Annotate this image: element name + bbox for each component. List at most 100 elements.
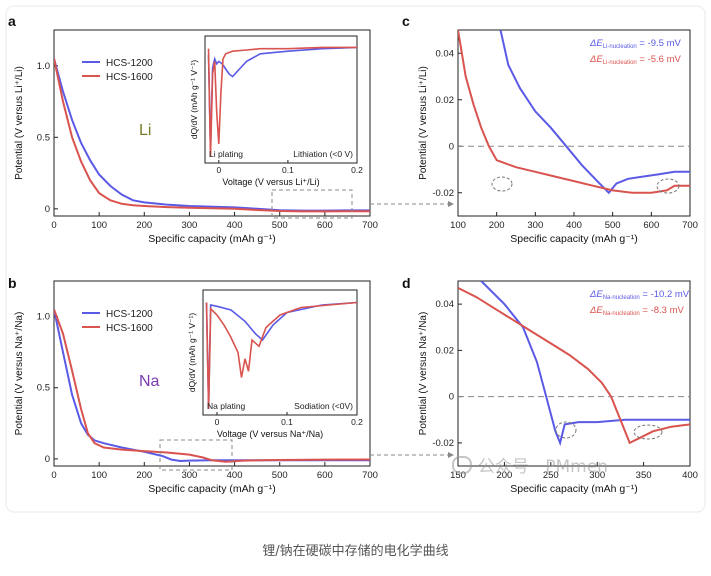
- inset-series-hcs-1600: [207, 46, 357, 157]
- series-line-hcs-1600: [458, 287, 690, 445]
- x-tick-label: 600: [317, 470, 333, 481]
- panel-c: c 100 200 300 400 500 600 700 0.04 0.02 0 -0.02 Spec…: [402, 13, 698, 245]
- annotation-value: = -5.6 mV: [637, 54, 682, 65]
- inset-series-hcs-1600: [205, 301, 358, 409]
- annotation-value: = -9.5 mV: [637, 38, 682, 49]
- x-tick-label: 300: [589, 470, 605, 481]
- inset-note-left: Na plating: [207, 401, 246, 411]
- x-tick-label: 300: [181, 470, 197, 481]
- y-axis-label: Potential (V versus Li⁺/Li): [418, 66, 429, 180]
- x-tick-label: 700: [362, 470, 378, 481]
- series-line-hcs-1600: [54, 309, 370, 463]
- y-tick-label: -0.02: [432, 188, 454, 199]
- x-tick-label: 300: [181, 220, 197, 231]
- x-tick-label: 350: [636, 470, 652, 481]
- zoom-arrowhead-a: [448, 201, 454, 207]
- inset-y-label: dQ/dV (mAh g⁻¹ V⁻¹): [187, 313, 197, 393]
- annotation-subscript: Li-nucleation: [603, 44, 637, 50]
- inset-x-tick-label: 0: [215, 417, 220, 427]
- y-tick-label: 0.5: [37, 132, 50, 143]
- nucleation-marker-blue: [555, 421, 577, 439]
- panel-d: d 150 200 250 300 350 400 0.04 0.02 0 -0.02 Specifi…: [402, 275, 698, 495]
- x-tick-label: 0: [51, 220, 56, 231]
- panel-letter: a: [8, 13, 16, 29]
- legend-label: HCS-1200: [106, 309, 153, 320]
- x-tick-label: 700: [682, 220, 698, 231]
- figure: a 0 100 200 300 400 500 600 700 0 0.5 1.0 Specific c…: [5, 5, 706, 513]
- x-tick-label: 400: [227, 470, 243, 481]
- x-tick-label: 200: [489, 220, 505, 231]
- annotation: ΔENa-nucleation = -10.2 mV: [589, 289, 690, 301]
- annotation-symbol: ΔE: [589, 305, 603, 316]
- y-tick-label: 1.0: [37, 312, 50, 323]
- y-tick-label: 0.04: [436, 299, 455, 310]
- inset-note-right: Sodiation (<0V): [294, 401, 353, 411]
- x-tick-label: 500: [272, 470, 288, 481]
- series-line-hcs-1600: [458, 30, 690, 194]
- x-axis-label: Specific capacity (mAh g⁻¹): [510, 233, 638, 245]
- inset-y-label: dQ/dV (mAh g⁻¹ V⁻¹): [189, 60, 199, 140]
- x-tick-label: 100: [91, 220, 107, 231]
- zoom-box-b: [159, 439, 233, 471]
- inset-frame: [202, 289, 358, 416]
- y-tick-label: 1.0: [37, 61, 50, 72]
- x-tick-label: 100: [91, 470, 107, 481]
- legend-label: HCS-1200: [106, 58, 153, 69]
- x-axis-label: Specific capacity (mAh g⁻¹): [510, 483, 638, 495]
- panel-letter: b: [8, 275, 17, 291]
- annotation-value: = -10.2 mV: [640, 289, 690, 300]
- axes-frame: [457, 280, 691, 467]
- inset-x-label: Voltage (V versus Na⁺/Na): [217, 429, 323, 439]
- x-tick-label: 400: [682, 470, 698, 481]
- inset-note-right: Lithiation (<0 V): [293, 149, 353, 159]
- zoom-arrowhead-b: [448, 452, 454, 458]
- y-tick-label: 0.5: [37, 383, 50, 394]
- x-tick-label: 250: [543, 470, 559, 481]
- x-axis-label: Specific capacity (mAh g⁻¹): [148, 233, 276, 245]
- inset-frame: [204, 35, 358, 164]
- nucleation-marker-red: [633, 424, 663, 440]
- x-tick-label: 300: [527, 220, 543, 231]
- x-tick-label: 200: [136, 220, 152, 231]
- x-tick-label: 200: [496, 470, 512, 481]
- inset: 0 0.1 0.2 Li plating Lithiation (<0 V) Voltag…: [189, 35, 363, 187]
- annotation-value: = -8.3 mV: [640, 305, 685, 316]
- y-tick-label: 0.04: [436, 48, 455, 59]
- inset-x-tick-label: 0.2: [351, 165, 363, 175]
- figure-frame: [5, 5, 706, 513]
- x-tick-label: 600: [317, 220, 333, 231]
- x-tick-label: 400: [566, 220, 582, 231]
- axes-frame: [53, 29, 371, 217]
- legend-label: HCS-1600: [106, 323, 153, 334]
- x-tick-label: 200: [136, 470, 152, 481]
- x-tick-label: 400: [227, 220, 243, 231]
- inset-x-tick-label: 0.1: [282, 165, 294, 175]
- annotation-subscript: Na-nucleation: [603, 295, 640, 301]
- panel-a: a 0 100 200 300 400 500 600 700 0 0.5 1.0 Specific c…: [8, 13, 378, 245]
- wechat-icon: [452, 456, 472, 474]
- y-axis-label: Potential (V versus Na⁺/Na): [418, 312, 429, 436]
- x-tick-label: 700: [362, 220, 378, 231]
- y-tick-label: 0.02: [436, 95, 455, 106]
- inset-x-label: Voltage (V versus Li⁺/Li): [222, 177, 319, 187]
- inset-note-left: Li plating: [209, 149, 243, 159]
- legend-label: HCS-1600: [106, 72, 153, 83]
- x-tick-label: 100: [450, 220, 466, 231]
- nucleation-marker-red: [656, 178, 680, 194]
- x-tick-label: 600: [643, 220, 659, 231]
- y-tick-label: 0: [449, 392, 454, 403]
- panel-b: b 0 100 200 300 400 500 600 700 0 0.5 1.0 Specific c…: [8, 275, 378, 495]
- figure-caption: 锂/钠在硬碳中存储的电化学曲线: [262, 544, 449, 559]
- x-tick-label: 150: [450, 470, 466, 481]
- y-axis-label: Potential (V versus Li⁺/Li): [14, 66, 25, 180]
- y-tick-label: -0.02: [432, 438, 454, 449]
- x-tick-label: 500: [272, 220, 288, 231]
- inset-x-tick-label: 0.2: [351, 417, 363, 427]
- panel-letter: c: [402, 13, 410, 29]
- annotation-symbol: ΔE: [589, 38, 603, 49]
- annotation: ΔELi-nucleation = -5.6 mV: [589, 54, 681, 66]
- y-tick-label: 0: [45, 454, 50, 465]
- panel-letter: d: [402, 275, 411, 291]
- x-axis-label: Specific capacity (mAh g⁻¹): [148, 483, 276, 495]
- watermark: 公众号 · PMmen: [452, 452, 608, 477]
